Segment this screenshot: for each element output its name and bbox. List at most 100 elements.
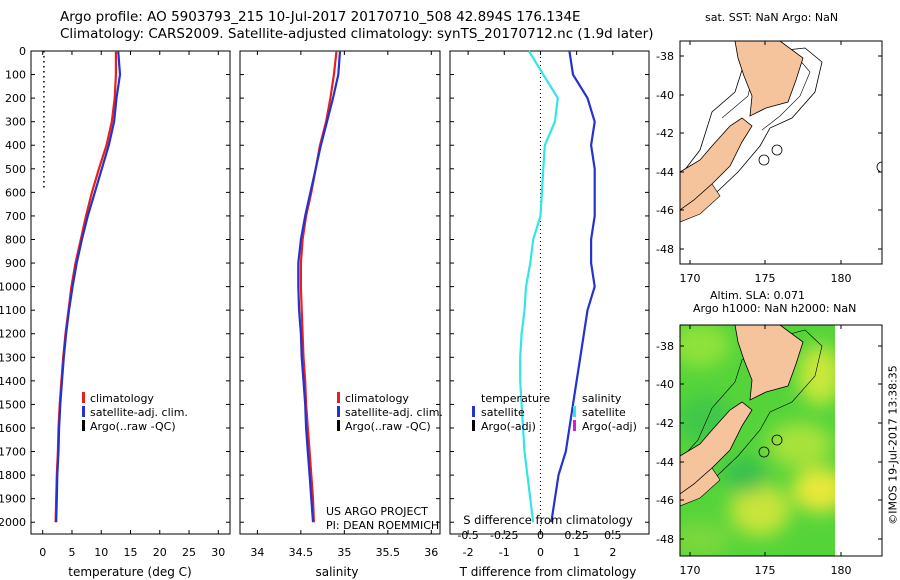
series-satellite-adj-clim <box>297 50 342 523</box>
x-tick-label: 0 <box>537 546 544 559</box>
chart-title-line1: Argo profile: AO 5903793_215 10-Jul-2017… <box>60 9 581 25</box>
chart-title-line2: Climatology: CARS2009. Satellite-adjuste… <box>60 26 654 42</box>
sla-map-north-island <box>734 325 804 401</box>
map-lat-label: -42 <box>656 417 674 430</box>
salinity-plot-frame <box>239 50 441 535</box>
map-lat-label: -48 <box>656 243 674 256</box>
s-difference-tick-label: -0.5 <box>457 529 478 542</box>
temperature-xlabel: temperature (deg C) <box>68 565 191 579</box>
legend-swatch-climatology <box>337 392 340 403</box>
credit-pi: PI: DEAN ROEMMICH <box>326 519 439 532</box>
depth-tick-label: 100 <box>5 69 26 82</box>
legend-swatch-t-satellite <box>472 406 475 417</box>
s-difference-tick-label: 0.25 <box>564 529 589 542</box>
depth-tick-label: 1100 <box>0 304 26 317</box>
salinity-legend: climatology satellite-adj. clim. Argo(..… <box>337 392 443 433</box>
legend-label-argo: Argo(..raw -QC) <box>90 420 176 433</box>
x-tick-label: 36 <box>424 546 438 559</box>
x-tick-label: 30 <box>211 546 225 559</box>
legend-label-argo: Argo(..raw -QC) <box>345 420 431 433</box>
difference-legend: temperature salinity satellite Argo(-adj… <box>472 392 637 433</box>
depth-tick-label: 1500 <box>0 398 26 411</box>
map-lon-label: 170 <box>680 564 701 577</box>
legend-swatch-climatology <box>82 392 85 403</box>
legend-label-satellite: satellite-adj. clim. <box>90 406 188 419</box>
map-lon-label: 175 <box>755 564 776 577</box>
t-difference-xlabel: T difference from climatology <box>459 565 637 579</box>
map-lat-label: -44 <box>656 456 674 469</box>
x-tick-label: 34 <box>250 546 264 559</box>
depth-tick-label: 500 <box>5 163 26 176</box>
x-tick-label: 20 <box>153 546 167 559</box>
sst-map-frame <box>679 40 883 265</box>
legend-label-t-satellite: satellite <box>481 406 525 419</box>
depth-tick-label: 700 <box>5 210 26 223</box>
salinity-xlabel: salinity <box>315 565 358 579</box>
sla-map-frame <box>679 324 883 557</box>
depth-tick-label: 600 <box>5 186 26 199</box>
temperature-panel: 0100200300400500600700800900100011001200… <box>0 45 231 579</box>
depth-tick-label: 1700 <box>0 446 26 459</box>
depth-tick-label: 900 <box>5 257 26 270</box>
legend-swatch-s-argo <box>573 420 576 431</box>
sla-map-contour <box>680 329 823 507</box>
depth-tick-label: 1400 <box>0 375 26 388</box>
map-lon-label: 170 <box>680 272 701 285</box>
series-climatology <box>299 50 338 523</box>
sla-map-title-line2: Argo h1000: NaN h2000: NaN <box>693 302 857 315</box>
salinity-panel: 34 34.5 35 35.5 36 salinity climatology sate… <box>239 50 443 579</box>
x-tick-label: 25 <box>182 546 196 559</box>
x-tick-label: 10 <box>94 546 108 559</box>
depth-tick-label: 400 <box>5 139 26 152</box>
sst-map-title: sat. SST: NaN Argo: NaN <box>705 11 839 24</box>
temperature-plot-frame <box>30 50 231 535</box>
x-tick-label: -2 <box>463 546 474 559</box>
s-difference-label: S difference from climatology <box>463 513 633 527</box>
sst-map-north-island <box>734 41 804 117</box>
difference-plot-frame <box>449 50 650 535</box>
credit-project: US ARGO PROJECT <box>326 505 428 518</box>
legend-label-satellite: satellite-adj. clim. <box>345 406 443 419</box>
sla-map-stewart-region <box>680 467 721 507</box>
depth-tick-label: 300 <box>5 116 26 129</box>
depth-tick-label: 1800 <box>0 469 26 482</box>
depth-tick-label: 1300 <box>0 351 26 364</box>
difference-panel: -2 -1 0 1 2 -0.5 -0.25 0 0.25 0.5 T difference f… <box>449 50 650 579</box>
legend-label-t-argo: Argo(-adj) <box>481 420 536 433</box>
sla-color-field <box>680 325 835 556</box>
map-lon-label: 175 <box>755 272 776 285</box>
legend-swatch-s-satellite <box>573 406 576 417</box>
map-lat-label: -38 <box>656 340 674 353</box>
x-tick-label: 35 <box>337 546 351 559</box>
sst-map-chatham-ring-small <box>771 144 783 156</box>
series-salinity-satellite <box>519 50 559 523</box>
sla-map: -38 -40 -42 -44 -46 -48 170 175 180 <box>656 324 883 577</box>
series-temperature-satellite <box>550 50 596 523</box>
sst-map-stewart-region <box>680 183 721 223</box>
sla-map-chatham-ring-small <box>771 434 783 446</box>
map-lat-label: -40 <box>656 378 674 391</box>
s-difference-tick-label: -0.25 <box>490 529 518 542</box>
series-satellite-adj-clim <box>55 50 122 523</box>
depth-tick-label: 1200 <box>0 328 26 341</box>
depth-tick-label: 1000 <box>0 281 26 294</box>
x-tick-label: 1 <box>573 546 580 559</box>
legend-swatch-satellite <box>337 406 340 417</box>
sst-map-chatham-ring <box>758 154 770 166</box>
map-lat-label: -40 <box>656 89 674 102</box>
legend-label-climatology: climatology <box>345 392 409 405</box>
depth-tick-label: 200 <box>5 92 26 105</box>
s-difference-tick-label: 0 <box>537 529 544 542</box>
x-tick-label: 5 <box>68 546 75 559</box>
legend-swatch-t-argo <box>472 420 475 431</box>
legend-head-temperature: temperature <box>481 392 550 405</box>
legend-label-climatology: climatology <box>90 392 154 405</box>
depth-tick-label: 1900 <box>0 493 26 506</box>
legend-label-s-argo: Argo(-adj) <box>582 420 637 433</box>
sst-map: -38 -40 -42 -44 -46 -48 170 175 180 <box>656 40 883 285</box>
legend-swatch-argo <box>337 420 340 431</box>
sla-map-title-line1: Altim. SLA: 0.071 <box>710 289 806 302</box>
x-tick-label: 35.5 <box>376 546 401 559</box>
map-lat-label: -38 <box>656 50 674 63</box>
